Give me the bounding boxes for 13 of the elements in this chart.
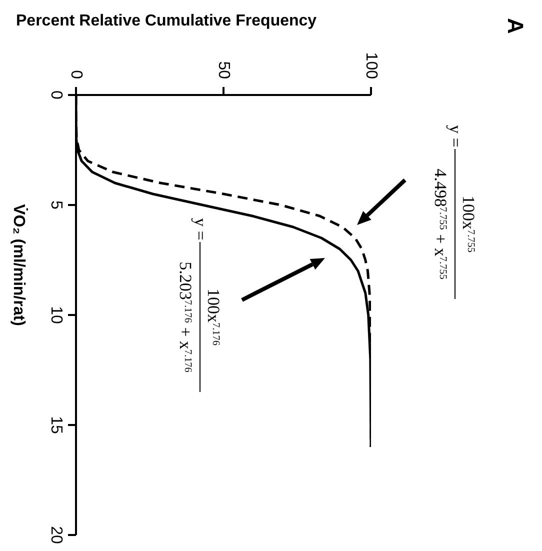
y-tick-label: 5 — [48, 200, 64, 210]
y-tick-label: 20 — [48, 526, 64, 544]
y-tick-label: 15 — [48, 416, 64, 434]
text: y = — [446, 125, 465, 148]
y-tick-label: 10 — [48, 306, 64, 324]
y-tick-label: 0 — [48, 90, 64, 100]
text: A — [503, 18, 528, 34]
x-tick-label: 100 — [362, 52, 380, 80]
x-axis-title: Percent Relative Cumulative Frequency — [16, 12, 317, 30]
x-tick-label: 0 — [68, 70, 84, 80]
x-tick-label: 50 — [215, 61, 232, 80]
y-axis-title: V̇O₂ (ml/min/rat) — [10, 204, 28, 326]
annotation: y = — [191, 218, 210, 240]
